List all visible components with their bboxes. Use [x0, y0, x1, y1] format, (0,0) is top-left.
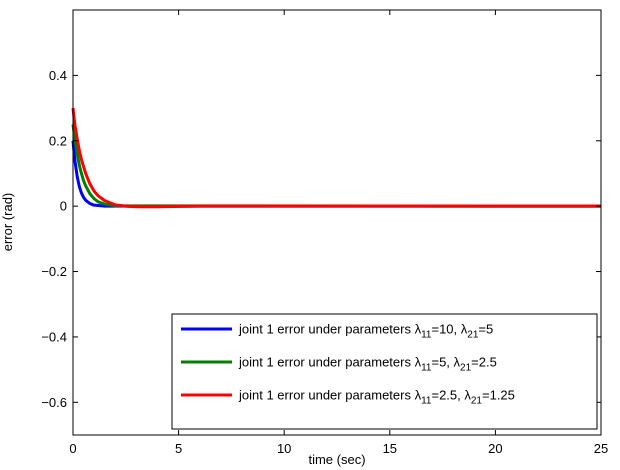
legend-box [171, 313, 598, 430]
series-line-2 [71, 124, 602, 208]
y-tick-label: −0.4 [41, 329, 67, 344]
legend: joint 1 error under parameters λ11=10, λ… [171, 313, 598, 430]
y-tick-label: −0.2 [41, 264, 67, 279]
legend-entry-2: joint 1 error under parameters λ11=5, λ2… [238, 355, 497, 374]
y-tick-label: 0 [60, 199, 67, 214]
series-line-1 [71, 140, 601, 208]
x-tick-label: 0 [69, 441, 76, 456]
x-tick-label: 20 [488, 441, 502, 456]
ticks-layer: 0 5 10 15 20 25 −0.6 −0.4 −0.2 0 0.2 0.4 [41, 10, 608, 456]
y-tick-label: 0.2 [49, 133, 67, 148]
x-tick-label: 25 [594, 441, 608, 456]
x-axis-label: time (sec) [308, 452, 365, 467]
legend-entry-3: joint 1 error under parameters λ11=2.5, … [238, 388, 515, 407]
y-axis-label: error (rad) [0, 193, 15, 252]
legend-entry-1: joint 1 error under parameters λ11=10, λ… [238, 322, 493, 341]
x-tick-label: 5 [175, 441, 182, 456]
y-tick-label: −0.6 [41, 395, 67, 410]
x-tick-label: 10 [277, 441, 291, 456]
y-tick-label: 0.4 [49, 68, 67, 83]
plot-frame [72, 9, 602, 436]
x-tick-label: 15 [383, 441, 397, 456]
